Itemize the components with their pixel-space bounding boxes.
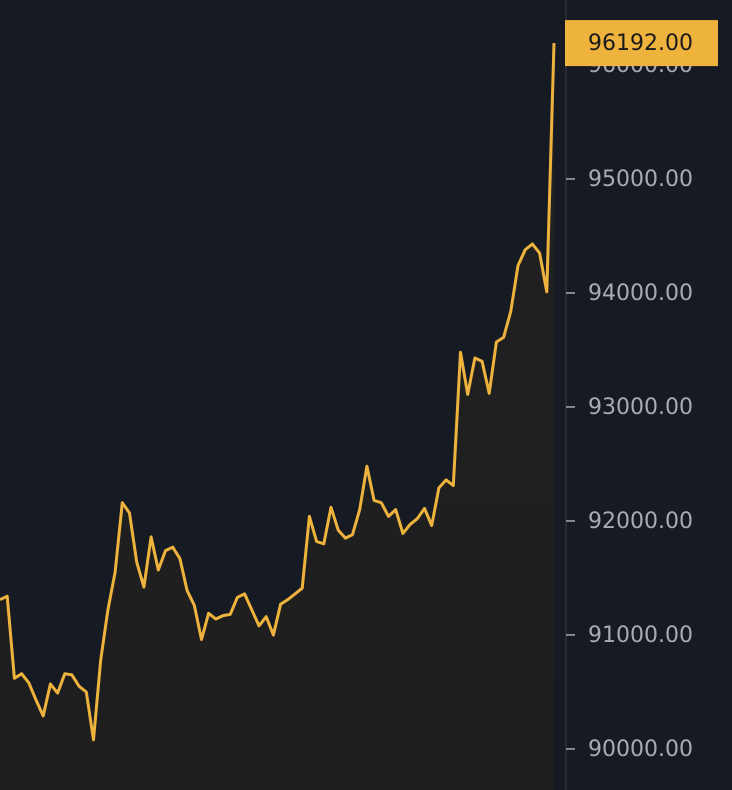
y-tick-label: 94000.00 [588, 281, 693, 306]
last-price-badge [565, 20, 718, 67]
y-tick-label: 93000.00 [588, 395, 693, 420]
y-tick-label: 92000.00 [588, 509, 693, 534]
y-tick-label: 95000.00 [588, 167, 693, 192]
y-tick-label: 90000.00 [588, 737, 693, 762]
price-line [0, 43, 556, 742]
last-price-label: 96192.00 [588, 31, 693, 56]
y-tick-label: 91000.00 [588, 623, 693, 648]
area-fill [0, 43, 554, 790]
